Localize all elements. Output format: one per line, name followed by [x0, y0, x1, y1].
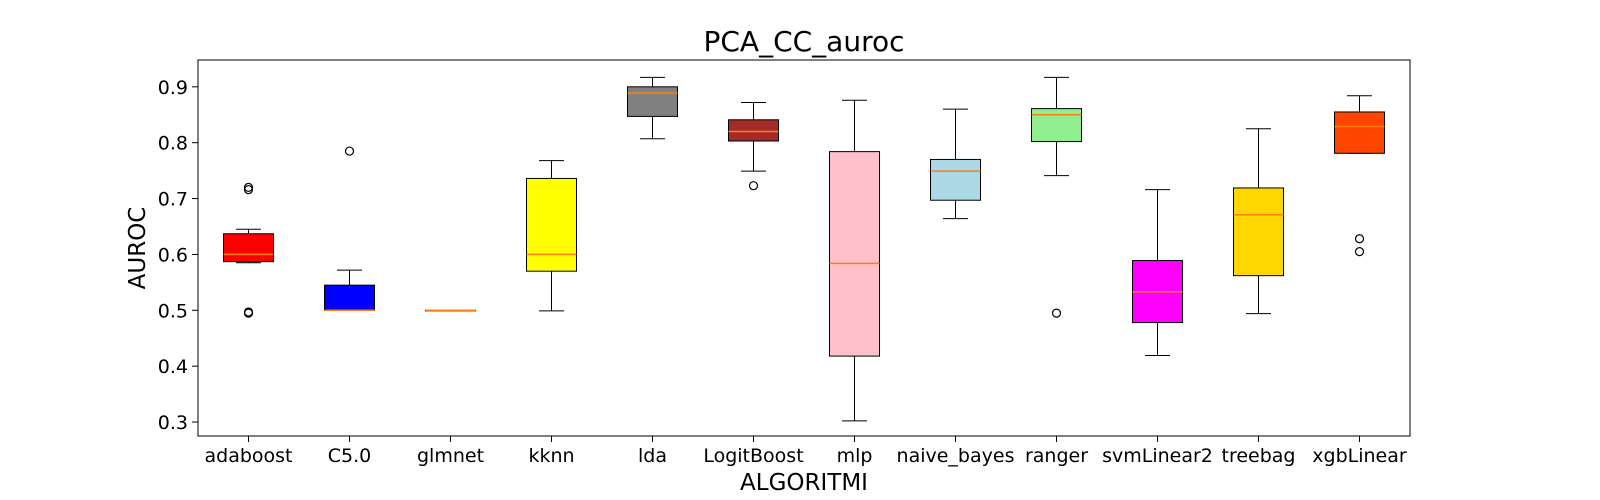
box-kknn	[526, 160, 577, 312]
outlier-point	[243, 307, 254, 317]
box-logitboost	[728, 101, 779, 191]
outlier-point	[1354, 247, 1365, 257]
outlier-point	[1051, 308, 1062, 318]
box-body	[223, 233, 274, 263]
y-axis-label: AUROC	[125, 207, 151, 290]
y-tick-label: 0.4	[158, 356, 188, 378]
outlier-point	[748, 181, 759, 191]
x-tick-label: adaboost	[204, 445, 292, 467]
outlier-point	[1354, 234, 1365, 244]
x-tick-label: LogitBoost	[703, 445, 803, 467]
chart-title: PCA_CC_auroc	[703, 25, 904, 58]
y-tick-label: 0.9	[158, 77, 188, 99]
y-tick-label: 0.7	[158, 189, 188, 211]
y-tick-label: 0.5	[158, 300, 188, 322]
box-treebag	[1233, 128, 1284, 315]
x-tick-label: kknn	[528, 445, 574, 467]
box-svmlinear2	[1132, 189, 1183, 357]
box-body	[930, 158, 981, 201]
x-tick-label: lda	[638, 445, 667, 467]
box-body	[526, 177, 577, 272]
plot-frame	[197, 59, 1411, 437]
box-body	[1031, 108, 1082, 143]
box-body	[829, 151, 880, 357]
box-ranger	[1031, 76, 1082, 318]
y-tick-label: 0.3	[158, 412, 188, 434]
box-glmnet	[425, 309, 476, 312]
x-tick-label: naive_bayes	[897, 445, 1015, 467]
x-tick-label: C5.0	[328, 445, 371, 467]
outlier-point	[243, 182, 254, 192]
box-xgblinear	[1334, 95, 1385, 257]
x-tick-label: svmLinear2	[1102, 445, 1213, 467]
plot-area: 0.3 0.4 0.5 0.6 0.7 0.8 0.9 adaboost C5.0 glmnet k…	[158, 77, 1407, 467]
x-tick-label: treebag	[1222, 445, 1296, 467]
x-tick-label: mlp	[837, 445, 873, 467]
x-axis-label: ALGORITMI	[740, 470, 868, 496]
y-tick-label: 0.6	[158, 244, 188, 266]
box-body	[627, 86, 678, 117]
box-body	[1233, 187, 1284, 277]
box-naive-bayes	[930, 108, 981, 220]
box-body	[324, 284, 375, 311]
box-lda	[627, 76, 678, 140]
x-tick-label: ranger	[1025, 445, 1088, 467]
box-body	[1334, 111, 1385, 154]
y-tick-label: 0.8	[158, 133, 188, 155]
outlier-point	[344, 146, 355, 156]
box-mlp	[829, 99, 880, 422]
box-body	[728, 119, 779, 142]
x-tick-label: glmnet	[417, 445, 484, 467]
box-c5-0	[324, 146, 375, 312]
x-tick-label: xgbLinear	[1312, 445, 1407, 467]
box-adaboost	[223, 182, 274, 318]
